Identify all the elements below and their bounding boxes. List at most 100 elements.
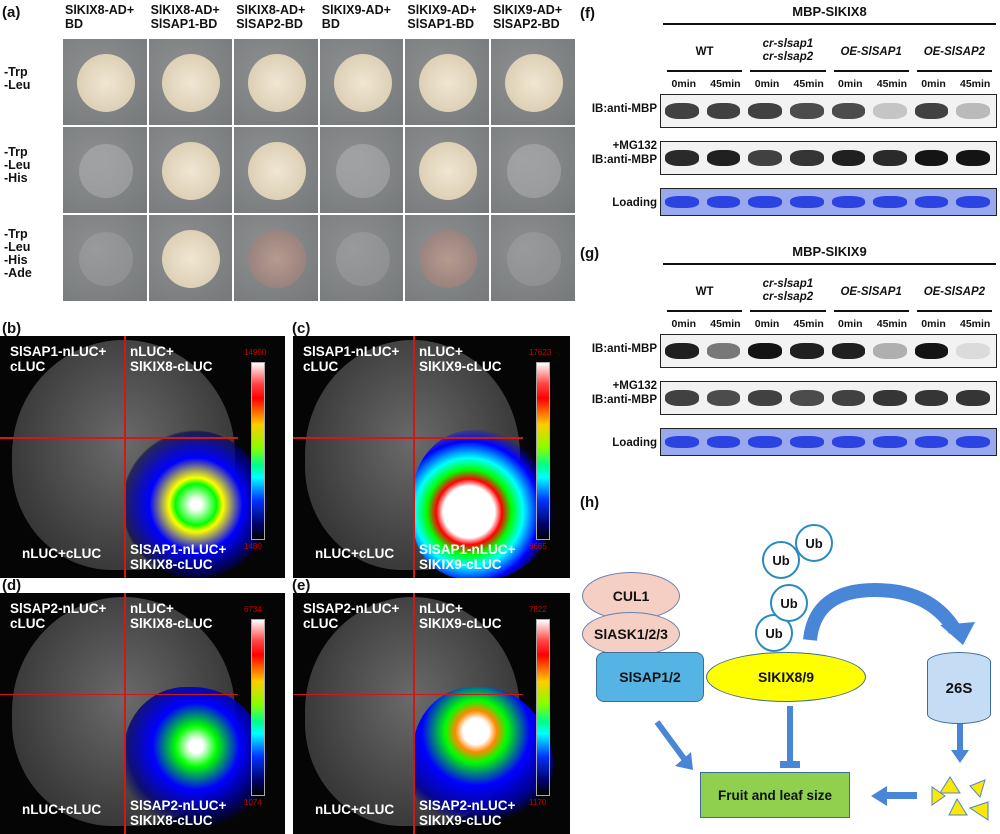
- time-label: 0min: [921, 78, 946, 90]
- yeast-colony: [162, 230, 221, 288]
- protein-band: [873, 343, 907, 359]
- protein-band: [956, 343, 990, 359]
- yeast-spot-cell: [319, 39, 404, 125]
- protein-band: [748, 343, 782, 359]
- group-underline: [667, 70, 743, 72]
- protein-band: [831, 103, 866, 119]
- protein-band: [665, 150, 699, 166]
- colorbar: [251, 362, 265, 540]
- column-header: SlKIX8-AD+ BD: [65, 3, 135, 31]
- loading-band: [748, 436, 782, 448]
- yeast-spot-cell: [491, 39, 575, 125]
- yeast-spot-cell: [148, 39, 233, 125]
- yeast-spot-cell: [319, 215, 404, 301]
- pathway-arrows: [654, 582, 989, 821]
- loading-band: [789, 436, 824, 448]
- group-underline: [667, 310, 743, 312]
- yeast-spot-cell: [63, 127, 147, 213]
- proteasome-arrow: [957, 718, 963, 753]
- yeast-spot-cell: [405, 127, 489, 213]
- genotype-label: OE-SlSAP2: [923, 286, 986, 298]
- genotype-label: WT: [695, 286, 714, 298]
- luciferase-image: SlSAP1-nLUC+ cLUC nLUC+ SlKIX9-cLUC nLUC+c…: [293, 336, 570, 578]
- genotype-label: OE-SlSAP1: [840, 46, 902, 58]
- yeast-spot-cell: [491, 215, 575, 301]
- loading-band: [914, 436, 949, 448]
- yeast-colony: [419, 54, 478, 112]
- genotype-label: cr-slsap1 cr-slsap2: [762, 38, 814, 63]
- luciferase-image: SlSAP1-nLUC+ cLUC nLUC+ SlKIX8-cLUC nLUC+c…: [0, 336, 285, 578]
- panel-label: (d): [2, 577, 22, 594]
- protein-band: [706, 103, 741, 119]
- kix-inhibit-line: [787, 706, 793, 762]
- time-label: 0min: [838, 78, 863, 90]
- yeast-spot-cell: [234, 39, 318, 125]
- construct-label: SlSAP2-nLUC+ cLUC: [10, 601, 107, 631]
- protein-band: [873, 390, 907, 406]
- loading-band: [956, 196, 990, 208]
- loading-band: [873, 196, 907, 208]
- construct-label: nLUC+cLUC: [315, 802, 395, 817]
- yeast-colony: [504, 54, 563, 112]
- protein-band: [956, 103, 990, 119]
- yeast-spot-cell: [319, 127, 404, 213]
- yeast-spot-cell: [148, 215, 233, 301]
- divider-horizontal: [293, 437, 523, 439]
- loading-band: [956, 436, 990, 448]
- protein-band: [914, 390, 949, 406]
- panel-label: (e): [292, 577, 311, 594]
- protein-band: [956, 150, 990, 166]
- panel-label: (c): [292, 320, 311, 337]
- column-header: SlKIX9-AD+ BD: [321, 3, 391, 31]
- column-header: SlKIX8-AD+ SlSAP2-BD: [236, 3, 306, 31]
- peptide-fragments-icon: [931, 776, 989, 821]
- protein-band: [665, 390, 699, 406]
- column-header: SlKIX8-AD+ SlSAP1-BD: [150, 3, 220, 31]
- time-label: 0min: [671, 318, 697, 330]
- loading-band: [665, 196, 699, 208]
- colorbar-max: 17623: [529, 348, 552, 357]
- loading-band: [831, 196, 866, 208]
- genotype-label: cr-slsap1 cr-slsap2: [762, 278, 814, 303]
- loading-band: [831, 436, 866, 448]
- proteasome-26s-node: 26S: [927, 652, 991, 724]
- time-label: 45min: [876, 318, 908, 330]
- yeast-colony: [162, 54, 221, 112]
- column-header: SlKIX9-AD+ SlSAP1-BD: [407, 3, 477, 31]
- blot-title: MBP-SlKIX9: [792, 244, 867, 259]
- divider-vertical: [413, 336, 415, 578]
- blot-row-label: +MG132 IB:anti-MBP: [591, 140, 657, 166]
- divider-vertical: [124, 593, 126, 834]
- luminescence-signal: [413, 686, 553, 834]
- yeast-colony: [78, 232, 133, 286]
- time-label: 45min: [876, 78, 908, 90]
- colorbar-min: 6665: [529, 542, 547, 551]
- divider-horizontal: [293, 693, 523, 695]
- colorbar-min: 1074: [244, 798, 262, 807]
- yeast-colony: [335, 232, 390, 286]
- colorbar-max: 14900: [244, 348, 267, 357]
- protein-band: [665, 343, 699, 359]
- colorbar-min: 1170: [529, 798, 547, 807]
- yeast-colony: [506, 232, 561, 286]
- blot-row-label: Loading: [612, 197, 657, 209]
- degradation-arrowhead: [940, 622, 975, 645]
- ib-blot: [660, 334, 997, 368]
- yeast-colony: [506, 144, 561, 198]
- kix-inhibit-bar: [780, 761, 800, 768]
- blot-row-label: +MG132 IB:anti-MBP: [591, 380, 657, 406]
- yeast-colony: [333, 54, 392, 112]
- loading-gel: [660, 428, 997, 456]
- yeast-colony: [247, 142, 306, 200]
- yeast-spot-cell: [405, 215, 489, 301]
- construct-label: nLUC+ SlKIX9-cLUC: [419, 344, 502, 374]
- colorbar: [536, 619, 550, 796]
- panel-a-label: (a): [2, 4, 21, 21]
- construct-label: SlSAP2-nLUC+ SlKIX9-cLUC: [419, 798, 516, 828]
- loading-band: [873, 436, 907, 448]
- time-label: 45min: [793, 78, 824, 90]
- time-label: 45min: [960, 78, 991, 90]
- divider-vertical: [413, 593, 415, 834]
- title-underline: [663, 23, 996, 25]
- group-underline: [750, 70, 826, 72]
